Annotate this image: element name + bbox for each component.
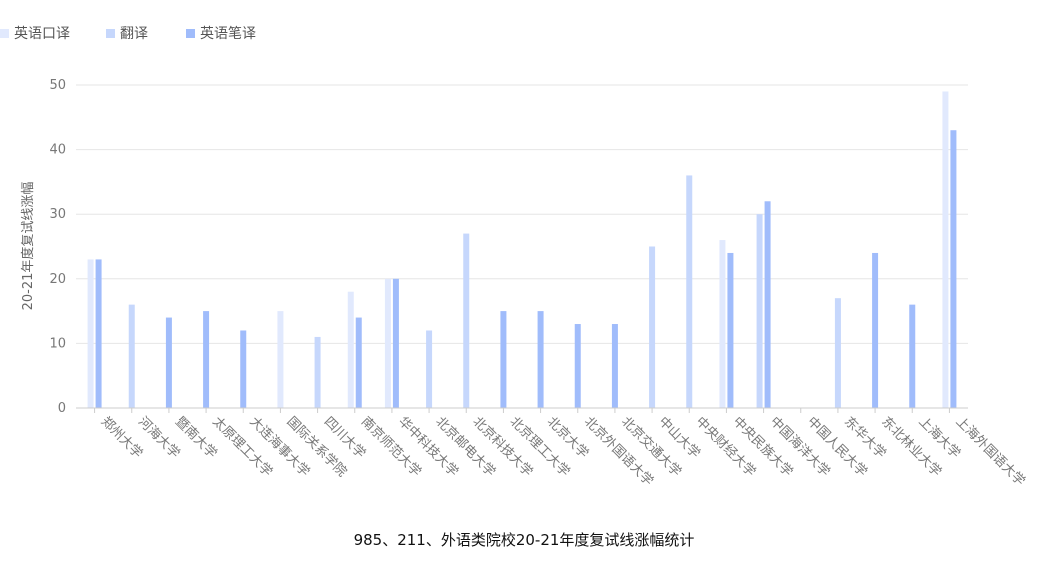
y-tick-label: 30 — [49, 207, 66, 222]
bar-英语笔译-北京外国语大学[interactable] — [574, 324, 581, 408]
bar-英语笔译-华中科技大学[interactable] — [392, 278, 399, 408]
grid-lines — [76, 84, 968, 344]
bar-英语笔译-北京交通大学[interactable] — [611, 324, 618, 408]
bar-英语笔译-上海大学[interactable] — [909, 304, 916, 408]
bar-英语笔译-南京师范大学[interactable] — [355, 317, 362, 408]
legend-swatch — [0, 29, 9, 38]
chart-title: 985、211、外语类院校20-21年度复试线涨幅统计 — [354, 531, 695, 549]
bar-英语口译-上海外国语大学[interactable] — [942, 91, 949, 409]
x-axis-ticks: 郑州大学河海大学暨南大学太原理工大学大连海事大学国际关系学院四川大学南京师范大学… — [94, 408, 1029, 490]
legend-item-翻译[interactable]: 翻译 — [106, 26, 148, 42]
bar-翻译-四川大学[interactable] — [314, 336, 321, 408]
bar-英语口译-华中科技大学[interactable] — [384, 278, 391, 408]
bar-英语笔译-暨南大学[interactable] — [165, 317, 172, 408]
bar-翻译-北京科技大学[interactable] — [463, 233, 470, 408]
x-tick-label: 上海外国语大学 — [953, 414, 1029, 490]
bar-英语笔译-东北林业大学[interactable] — [872, 252, 879, 408]
bar-英语口译-中央民族大学[interactable] — [719, 240, 726, 408]
bar-英语笔译-太原理工大学[interactable] — [203, 311, 210, 408]
bar-英语笔译-大连海事大学[interactable] — [240, 330, 247, 408]
bar-英语口译-南京师范大学[interactable] — [347, 291, 354, 408]
legend-swatch — [186, 29, 195, 38]
bar-翻译-东华大学[interactable] — [834, 298, 841, 408]
bar-英语笔译-上海外国语大学[interactable] — [950, 130, 957, 408]
y-tick-label: 0 — [58, 401, 66, 416]
bar-翻译-中山大学[interactable] — [649, 246, 656, 409]
legend: 英语口译 翻译 英语笔译 — [0, 25, 256, 42]
legend-swatch — [106, 29, 115, 38]
legend-item-英语口译[interactable]: 英语口译 — [0, 25, 70, 42]
y-tick-label: 10 — [49, 336, 66, 351]
bars — [87, 91, 957, 409]
legend-item-英语笔译[interactable]: 英语笔译 — [186, 25, 256, 42]
y-tick-label: 50 — [49, 78, 66, 93]
bar-翻译-中央财经大学[interactable] — [686, 175, 693, 408]
bar-英语笔译-中国海洋大学[interactable] — [764, 201, 771, 408]
bar-英语笔译-北京理工大学[interactable] — [500, 311, 507, 408]
legend-label: 英语笔译 — [200, 25, 256, 42]
bar-翻译-中国海洋大学[interactable] — [756, 214, 763, 408]
bar-英语笔译-北京大学[interactable] — [537, 311, 544, 408]
y-axis-title: 20-21年度复试线涨幅 — [20, 182, 36, 311]
bar-翻译-河海大学[interactable] — [128, 304, 135, 408]
legend-label: 英语口译 — [14, 25, 70, 42]
y-tick-label: 20 — [49, 272, 66, 287]
bar-翻译-北京邮电大学[interactable] — [426, 330, 433, 408]
bar-英语笔译-中央民族大学[interactable] — [727, 252, 734, 408]
y-tick-label: 40 — [49, 143, 66, 158]
bar-英语口译-国际关系学院[interactable] — [277, 311, 284, 408]
bar-英语口译-郑州大学[interactable] — [87, 259, 94, 408]
y-axis-ticks: 0 10 20 30 40 50 — [49, 78, 66, 416]
bar-英语笔译-郑州大学[interactable] — [95, 259, 102, 408]
legend-label: 翻译 — [120, 26, 148, 42]
